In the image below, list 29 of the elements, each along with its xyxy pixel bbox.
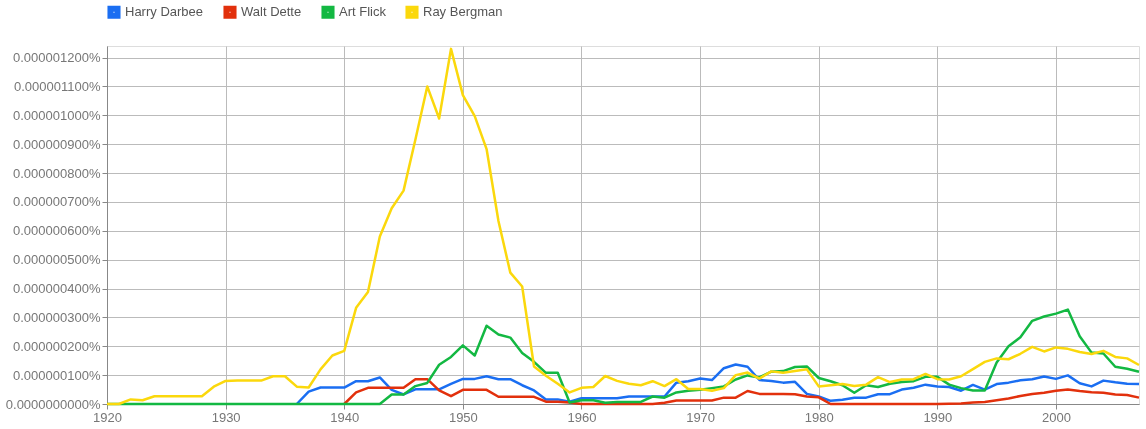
legend-label: Art Flick xyxy=(339,4,387,20)
x-tick-label: 1920 xyxy=(93,409,122,425)
y-tick-label: 0.000000700% xyxy=(13,194,101,210)
y-tick-label: 0.000000500% xyxy=(13,252,101,268)
x-tick-label: 1970 xyxy=(686,409,716,425)
y-tick-label: 0.0000000000% xyxy=(5,396,101,412)
x-tick-label: 1980 xyxy=(804,409,834,425)
legend-label: Harry Darbee xyxy=(125,4,204,20)
x-tick-label: 1940 xyxy=(330,409,360,425)
x-tick-label: 1960 xyxy=(567,409,597,425)
x-tick-label: 2000 xyxy=(1042,409,1071,425)
line-series xyxy=(295,363,1141,406)
y-tick-label: 0.000000900% xyxy=(13,136,101,152)
x-tick-label: 1990 xyxy=(923,409,953,425)
x-tick-label: 1950 xyxy=(448,409,478,425)
line-series xyxy=(342,377,1141,406)
line-series xyxy=(105,47,1141,406)
y-tick-label: 0.000001100% xyxy=(13,78,101,94)
y-tick-label: 0.000000600% xyxy=(13,223,101,239)
legend-label: Walt Dette xyxy=(241,4,302,20)
y-tick-label: 0.000000400% xyxy=(13,281,101,297)
y-tick-label: 0.000000100% xyxy=(13,367,101,383)
x-tick-label: 1930 xyxy=(211,409,241,425)
legend-label: Ray Bergman xyxy=(423,4,503,20)
y-tick-label: 0.000001200% xyxy=(13,50,101,66)
y-tick-label: 0.000001000% xyxy=(13,107,101,123)
y-tick-label: 0.000000200% xyxy=(13,338,101,354)
y-tick-label: 0.000000300% xyxy=(13,309,101,325)
y-tick-label: 0.000000800% xyxy=(13,165,101,181)
